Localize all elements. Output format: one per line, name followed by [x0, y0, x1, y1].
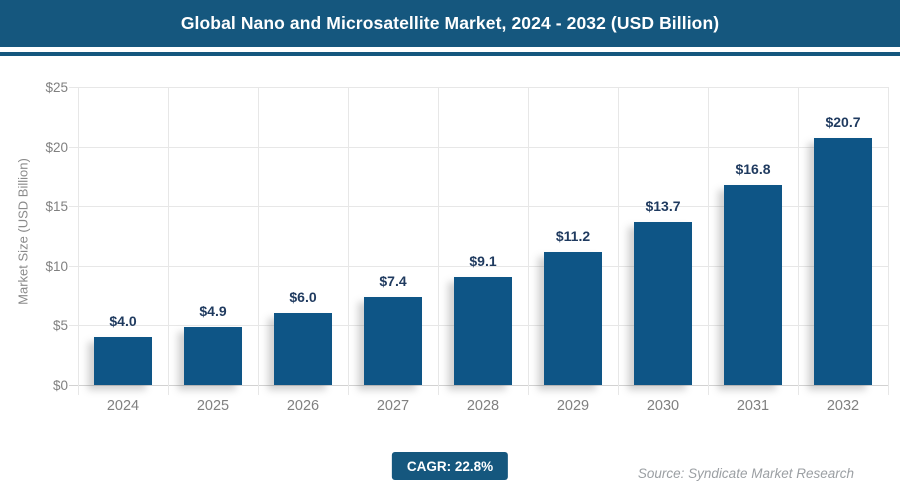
y-gridline: [69, 146, 888, 148]
x-tick-label: 2025: [196, 398, 230, 414]
x-tick-label: 2028: [466, 398, 500, 414]
category-separator: [888, 87, 889, 395]
bar-value-label: $9.1: [469, 252, 497, 269]
y-tick-label: $10: [45, 258, 68, 274]
plot-area: $0 $5 $10 $15 $20 $25 $4.0 2024 $4.9 2025 $6.0 2026…: [45, 81, 889, 414]
source-note: Source: Syndicate Market Research: [637, 466, 854, 481]
category-separator: [618, 87, 619, 395]
x-tick-label: 2024: [106, 398, 140, 414]
category-separator: [528, 87, 529, 395]
bar-value-label: $20.7: [825, 114, 861, 131]
y-gridline: [69, 385, 888, 386]
bar-value-label: $13.7: [645, 197, 681, 214]
y-tick-label: $25: [45, 80, 68, 95]
x-tick-label: 2032: [826, 398, 860, 414]
bar: [94, 337, 152, 385]
y-axis-title: Market Size (USD Billion): [15, 158, 31, 305]
category-separator: [438, 87, 439, 395]
bar-value-label: $6.0: [289, 289, 317, 306]
chart-title: Global Nano and Microsatellite Market, 2…: [180, 13, 720, 33]
category-separator: [168, 87, 169, 395]
category-separator: [348, 87, 349, 395]
header-accent-line: [0, 52, 900, 56]
bar: [724, 184, 782, 385]
bar-chart: Market Size (USD Billion) $0 $5 $10 $15 $20 $…: [0, 56, 900, 446]
bar: [364, 296, 422, 385]
y-gridline: [69, 206, 888, 208]
y-gridline: [69, 87, 888, 88]
chart-header: Global Nano and Microsatellite Market, 2…: [0, 0, 900, 47]
bar: [454, 276, 512, 385]
y-tick-label: $15: [45, 199, 68, 215]
bar-value-label: $11.2: [555, 227, 591, 244]
x-tick-label: 2030: [646, 398, 680, 414]
bar-value-label: $4.9: [199, 302, 227, 319]
y-gridline: [69, 265, 888, 267]
bar-value-label: $4.0: [109, 313, 137, 330]
y-tick-label: $0: [52, 378, 68, 393]
cagr-badge: CAGR: 22.8%: [391, 452, 509, 480]
x-tick-label: 2026: [286, 398, 320, 414]
x-tick-label: 2029: [556, 398, 590, 414]
bar: [274, 313, 332, 385]
category-separator: [708, 87, 709, 395]
y-tick-label: $5: [52, 318, 68, 334]
bar: [544, 251, 602, 385]
category-separator: [258, 87, 259, 395]
x-tick-label: 2031: [736, 398, 770, 414]
category-separator: [798, 87, 799, 395]
bar: [814, 138, 872, 385]
bar: [634, 221, 692, 385]
bar-value-label: $16.8: [735, 160, 771, 177]
x-tick-label: 2027: [376, 398, 410, 414]
bar: [184, 326, 242, 385]
category-separator: [78, 87, 79, 395]
bar-value-label: $7.4: [379, 272, 407, 289]
y-tick-label: $20: [45, 139, 68, 155]
